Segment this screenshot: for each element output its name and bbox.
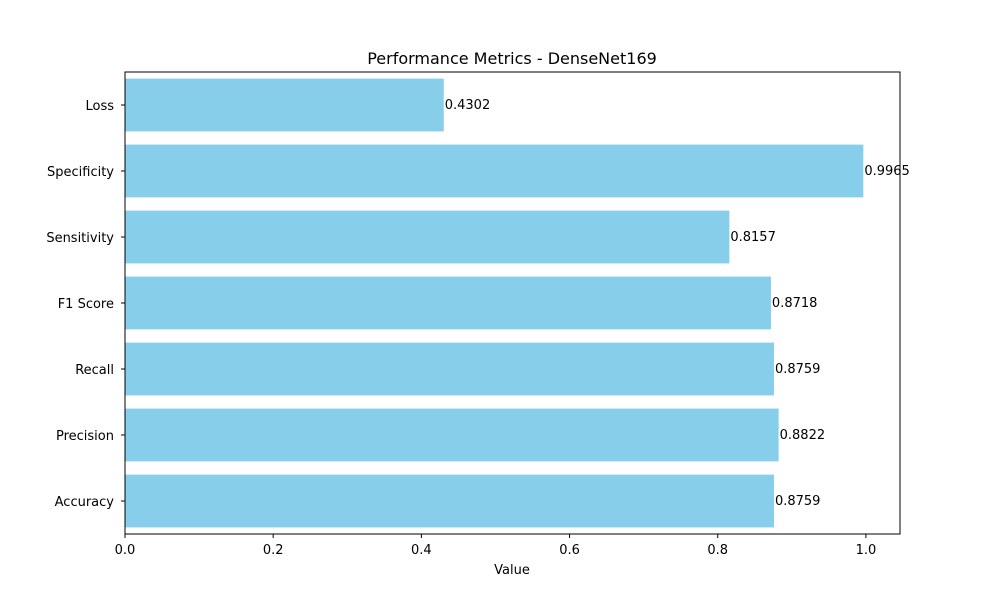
chart-title: Performance Metrics - DenseNet169 (367, 49, 657, 68)
x-tick-label-2: 0.4 (411, 543, 432, 558)
x-tick-label-0: 0.0 (115, 543, 136, 558)
y-tick-label-recall: Recall (75, 363, 114, 378)
value-label-precision: 0.8822 (780, 428, 826, 443)
bar-loss (125, 78, 444, 132)
x-tick-label-4: 0.8 (707, 543, 728, 558)
y-tick-label-specificity: Specificity (47, 165, 114, 180)
y-tick-label-precision: Precision (56, 429, 114, 444)
x-axis: 0.0 0.2 0.4 0.6 0.8 1.0 (115, 534, 877, 558)
value-label-accuracy: 0.8759 (775, 494, 821, 509)
bar-sensitivity (125, 210, 730, 264)
y-tick-label-f1-score: F1 Score (58, 297, 114, 312)
bar-accuracy (125, 474, 774, 528)
y-tick-label-loss: Loss (85, 99, 114, 114)
y-tick-label-accuracy: Accuracy (55, 495, 115, 510)
x-tick-label-5: 1.0 (856, 543, 877, 558)
x-tick-label-3: 0.6 (559, 543, 580, 558)
value-label-recall: 0.8759 (775, 362, 821, 377)
value-label-sensitivity: 0.8157 (730, 230, 776, 245)
x-tick-label-1: 0.2 (263, 543, 284, 558)
bar-f1-score (125, 276, 771, 330)
y-tick-label-sensitivity: Sensitivity (46, 231, 114, 246)
value-label-loss: 0.4302 (445, 98, 491, 113)
bar-specificity (125, 144, 864, 198)
value-label-f1-score: 0.8718 (772, 296, 818, 311)
bars-layer: 0.8759 0.8822 0.8759 0.8718 0.8157 0.9965 0.43… (125, 78, 910, 528)
value-label-specificity: 0.9965 (864, 164, 910, 179)
bar-precision (125, 408, 779, 462)
y-axis: Accuracy Precision Recall F1 Score Sensitivi… (46, 99, 125, 510)
bar-recall (125, 342, 774, 396)
x-axis-label: Value (494, 563, 530, 578)
